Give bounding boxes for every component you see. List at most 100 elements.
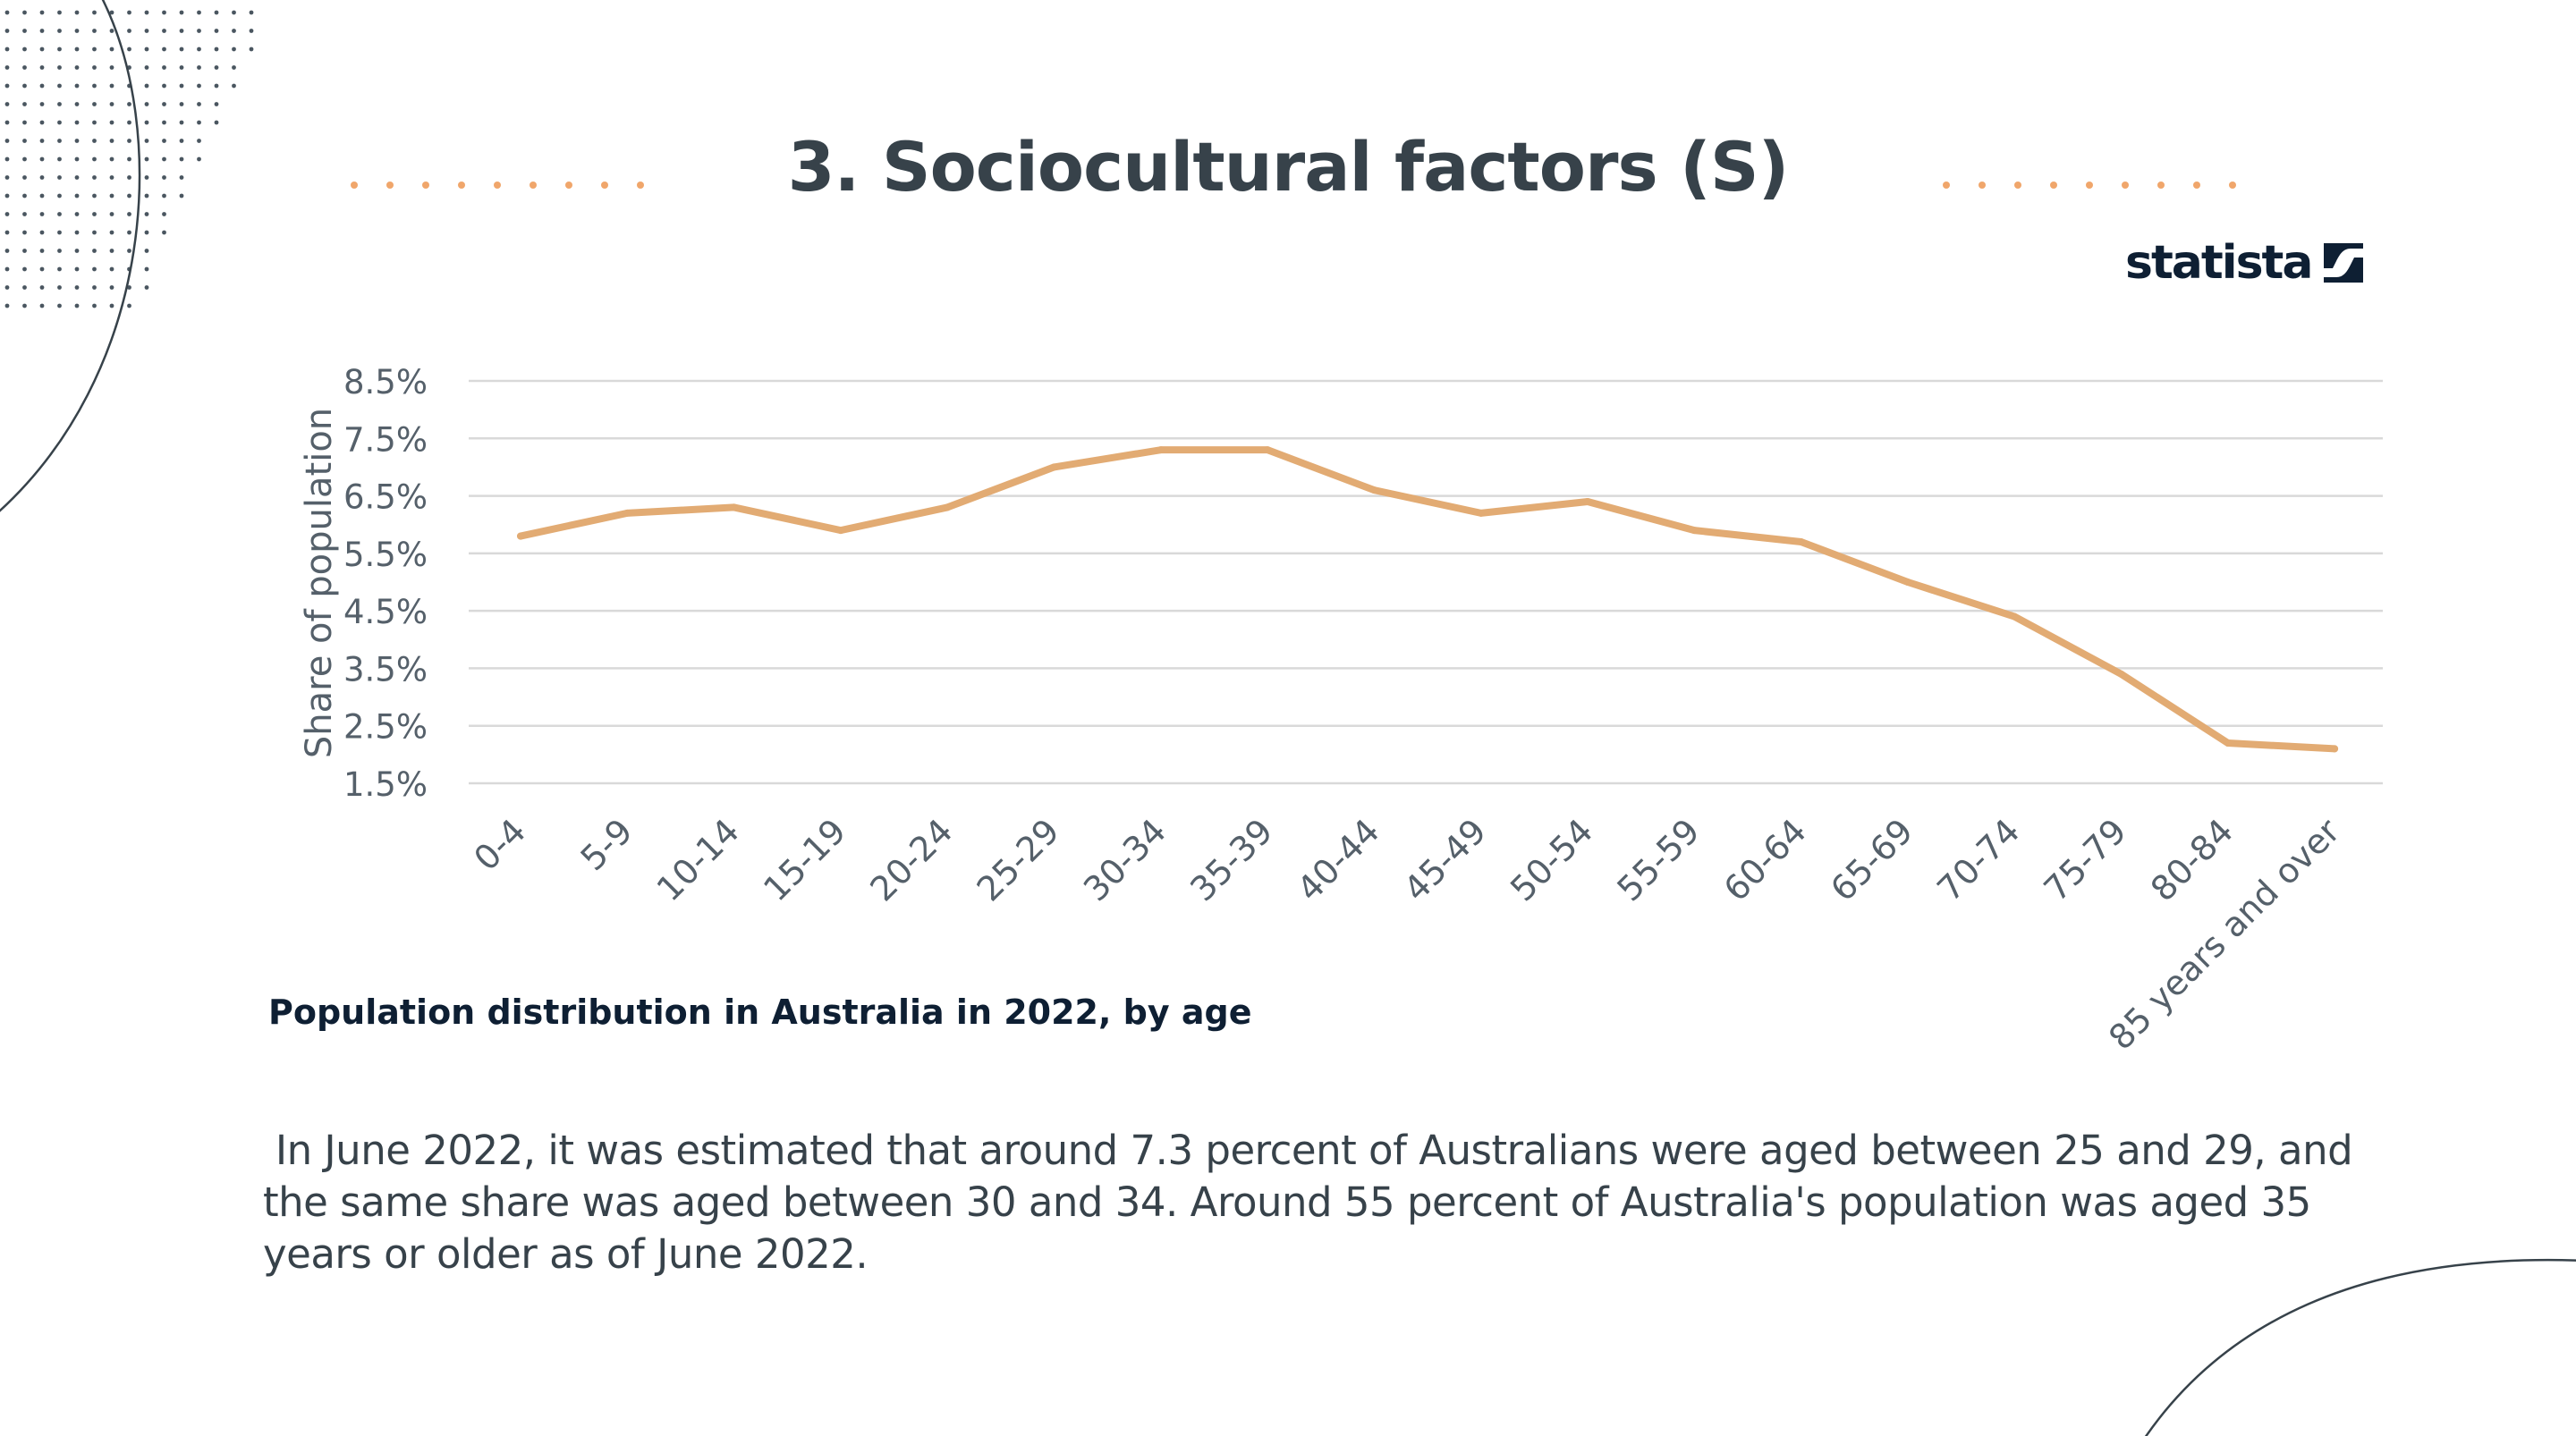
grid-dot bbox=[214, 10, 219, 15]
y-tick-label: 7.5% bbox=[343, 420, 428, 459]
grid-dot bbox=[127, 193, 131, 199]
grid-dot bbox=[57, 212, 62, 216]
accent-dot bbox=[1943, 182, 1950, 189]
grid-dot bbox=[74, 285, 80, 290]
grid-dot bbox=[197, 83, 201, 89]
grid-dot bbox=[144, 102, 149, 106]
accent-dot bbox=[637, 182, 644, 189]
grid-dot bbox=[57, 29, 62, 33]
grid-dot bbox=[4, 65, 10, 70]
grid-dot bbox=[4, 230, 10, 235]
grid-dot bbox=[74, 303, 80, 308]
data-point bbox=[1050, 463, 1058, 471]
grid-dot bbox=[57, 193, 62, 199]
grid-dot bbox=[109, 193, 114, 199]
grid-dot bbox=[92, 193, 97, 199]
grid-dot bbox=[4, 249, 10, 253]
grid-dot bbox=[39, 266, 45, 272]
grid-dot bbox=[127, 46, 131, 52]
grid-dot bbox=[22, 83, 27, 89]
grid-dot bbox=[92, 156, 97, 162]
grid-dot bbox=[22, 102, 27, 106]
grid-dot bbox=[109, 10, 114, 15]
grid-dot bbox=[57, 83, 62, 89]
grid-dot bbox=[197, 29, 201, 33]
grid-dot bbox=[57, 46, 62, 52]
dotted-accent-right bbox=[1943, 182, 2236, 189]
grid-dot bbox=[232, 29, 236, 33]
grid-dot bbox=[57, 230, 62, 235]
grid-dot bbox=[39, 120, 45, 125]
grid-dot bbox=[39, 285, 45, 290]
grid-dot bbox=[197, 65, 201, 70]
grid-dot bbox=[92, 266, 97, 272]
grid-dot bbox=[92, 303, 97, 308]
grid-dot bbox=[127, 212, 131, 216]
grid-dot bbox=[22, 139, 27, 143]
x-tick-label: 60-64 bbox=[1716, 811, 1814, 908]
grid-dot bbox=[39, 46, 45, 52]
grid-dot bbox=[4, 285, 10, 290]
y-axis-ticks: 8.5% 7.5% 6.5% 5.5% 4.5% 3.5% 2.5% 1.5% bbox=[343, 363, 428, 804]
dotted-accent-left bbox=[351, 182, 644, 189]
accent-dot bbox=[2122, 182, 2129, 189]
accent-dot bbox=[1979, 182, 1986, 189]
grid-dot bbox=[162, 102, 166, 106]
grid-dot bbox=[57, 156, 62, 162]
grid-dot bbox=[22, 230, 27, 235]
grid-dot bbox=[109, 266, 114, 272]
grid-dot bbox=[162, 46, 166, 52]
data-point bbox=[2117, 670, 2125, 678]
grid-dot bbox=[214, 46, 219, 52]
grid-dot bbox=[179, 29, 184, 33]
data-point bbox=[1477, 509, 1485, 517]
grid-dot bbox=[127, 102, 131, 106]
x-tick-label: 45-49 bbox=[1396, 811, 1494, 908]
grid-dot bbox=[39, 10, 45, 15]
grid-dot bbox=[162, 65, 166, 70]
grid-dot bbox=[232, 83, 236, 89]
grid-dot bbox=[92, 83, 97, 89]
grid-dot bbox=[74, 65, 80, 70]
grid-dot bbox=[144, 193, 149, 199]
grid-dot bbox=[162, 29, 166, 33]
accent-dot bbox=[2086, 182, 2093, 189]
grid-dot bbox=[92, 46, 97, 52]
grid-dot bbox=[162, 212, 166, 216]
grid-dot bbox=[109, 230, 114, 235]
grid-dot bbox=[144, 249, 149, 253]
grid-dot bbox=[57, 266, 62, 272]
grid-dot bbox=[127, 156, 131, 162]
grid-dot bbox=[92, 29, 97, 33]
grid-dot bbox=[127, 249, 131, 253]
x-tick-label: 15-19 bbox=[756, 811, 853, 908]
grid-dot bbox=[92, 175, 97, 180]
grid-dot bbox=[109, 303, 114, 308]
grid-dot bbox=[249, 10, 254, 15]
grid-dot bbox=[4, 266, 10, 272]
grid-dot bbox=[39, 102, 45, 106]
grid-dot bbox=[92, 139, 97, 143]
grid-dot bbox=[92, 102, 97, 106]
grid-dot bbox=[109, 175, 114, 180]
accent-dot bbox=[351, 182, 358, 189]
grid-dot bbox=[179, 193, 184, 199]
grid-dot bbox=[179, 83, 184, 89]
grid-dot bbox=[57, 65, 62, 70]
grid-dot bbox=[74, 193, 80, 199]
y-axis-label: Share of population bbox=[299, 408, 340, 758]
grid-dot bbox=[197, 156, 201, 162]
grid-dot bbox=[197, 139, 201, 143]
grid-dot bbox=[22, 175, 27, 180]
accent-dot bbox=[2050, 182, 2057, 189]
x-tick-label: 75-79 bbox=[2037, 811, 2134, 908]
grid-dot bbox=[214, 65, 219, 70]
grid-dot bbox=[144, 266, 149, 272]
grid-dot bbox=[162, 120, 166, 125]
grid-dot bbox=[22, 212, 27, 216]
grid-dot bbox=[57, 10, 62, 15]
grid-dot bbox=[4, 156, 10, 162]
grid-dot bbox=[74, 212, 80, 216]
grid-dot bbox=[197, 120, 201, 125]
